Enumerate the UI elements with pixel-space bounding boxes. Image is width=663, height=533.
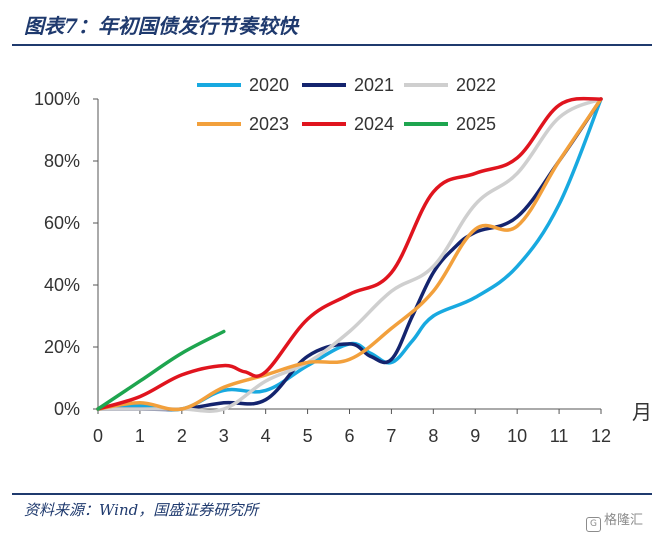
legend-label-2024: 2024 [354,114,394,134]
legend-label-2020: 2020 [249,75,289,95]
y-tick-label: 100% [34,89,80,109]
x-tick-label: 5 [303,426,313,446]
x-tick-label: 2 [177,426,187,446]
series-line-2025 [96,329,226,411]
series-line-2020 [96,97,603,412]
y-tick-label: 20% [44,337,80,357]
y-tick-label: 60% [44,213,80,233]
title-bar: 图表7：年初国债发行节奏较快 [0,0,663,48]
watermark: G 格隆汇 [586,509,643,532]
y-tick-label: 40% [44,275,80,295]
x-tick-label: 6 [344,426,354,446]
legend-label-2025: 2025 [456,114,496,134]
chart-title: 图表7：年初国债发行节奏较快 [24,14,298,38]
legend-label-2021: 2021 [354,75,394,95]
x-tick-label: 4 [261,426,271,446]
x-tick-label: 9 [470,426,480,446]
series-line-2021 [96,97,603,412]
x-tick-label: 11 [550,426,569,446]
x-axis-label: 月 [632,402,652,424]
logo-icon: G [586,517,601,532]
source-note: 资料来源：Wind，国盛证券研究所 [24,501,259,519]
title-divider [12,44,652,46]
legend-label-2023: 2023 [249,114,289,134]
x-tick-label: 7 [386,426,396,446]
y-tick-label: 0% [54,399,80,419]
series-line-2023 [96,97,603,412]
watermark-text: 格隆汇 [604,513,644,528]
y-tick-label: 80% [44,151,80,171]
chart-legend: 2020 2021 2022 2023 2024 2025 [197,75,496,134]
series-line-2024 [96,96,603,411]
x-tick-label: 12 [591,426,611,446]
line-chart: 0%20%40%60%80%100%0 1 2 3 4 5 6 7 8 9 10 11 12月 2020… [34,75,652,446]
x-tick-label: 10 [507,426,527,446]
x-tick-label: 8 [428,426,438,446]
series-lines [96,96,603,413]
legend-label-2022: 2022 [456,75,496,95]
chart-axes: 0%20%40%60%80%100%0 1 2 3 4 5 6 7 8 9 10 11 12月 [34,89,652,446]
x-tick-label: 1 [135,426,145,446]
source-divider [12,493,652,495]
x-tick-label: 3 [219,426,229,446]
x-tick-label: 0 [93,426,103,446]
